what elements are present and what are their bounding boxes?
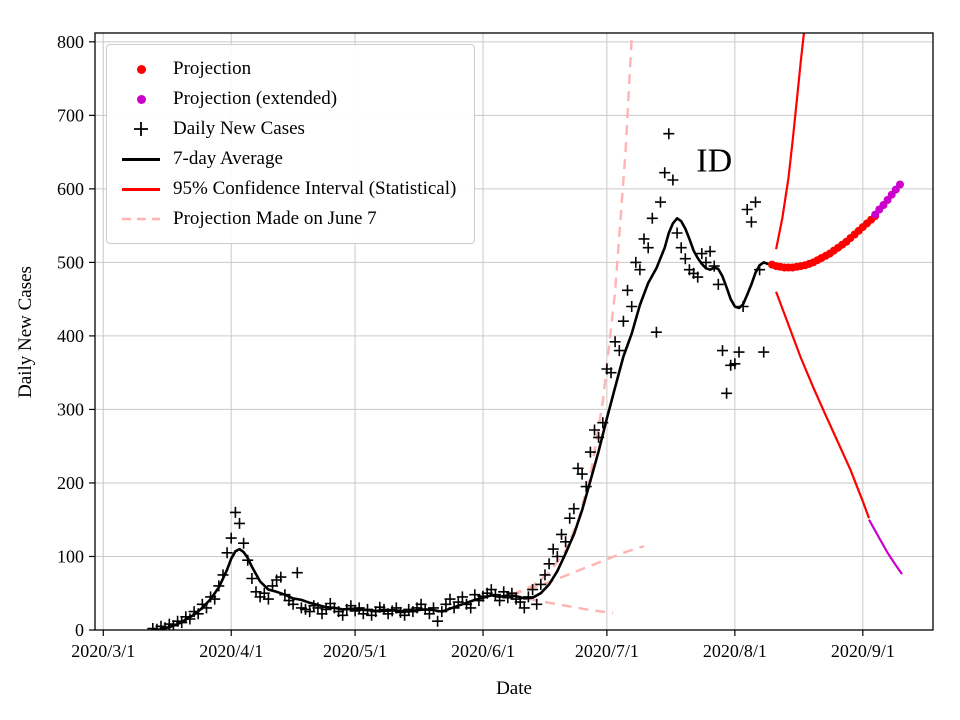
x-axis-label: Date	[496, 678, 532, 699]
y-tick-label: 600	[57, 179, 84, 199]
x-tick-label: 2020/4/1	[199, 641, 263, 661]
dot-marker-icon	[117, 94, 165, 104]
y-axis-label: Daily New Cases	[15, 266, 36, 398]
series-95-confidence-interval-lower-statistical	[775, 291, 871, 519]
line-marker-icon	[117, 157, 165, 161]
y-tick-label: 500	[57, 252, 84, 272]
series-projection-made-on-june-7-upper-band	[511, 38, 633, 596]
legend: Projection Projection (extended) Daily New…	[106, 44, 476, 244]
series-7-day-average	[160, 217, 773, 630]
legend-item: Daily New Cases	[117, 114, 456, 144]
series-projection	[768, 212, 880, 272]
legend-label: Daily New Cases	[173, 118, 305, 139]
y-tick-label: 700	[57, 105, 84, 125]
grid	[95, 33, 933, 631]
legend-item: 7-day Average	[117, 144, 456, 174]
line-marker-icon	[117, 187, 165, 191]
x-tick-label: 2020/8/1	[703, 641, 767, 661]
series-projection-extended	[871, 180, 904, 219]
x-tick-label: 2020/5/1	[323, 641, 387, 661]
legend-label: Projection Made on June 7	[173, 208, 377, 229]
x-tick-label: 2020/9/1	[831, 641, 895, 661]
series-projection-made-on-june-7-central	[511, 545, 645, 596]
series-95-confidence-interval-lower-extended	[868, 519, 903, 575]
x-tick-label: 2020/6/1	[451, 641, 515, 661]
y-tick-label: 100	[57, 546, 84, 566]
y-tick-label: 400	[57, 326, 84, 346]
legend-label: 7-day Average	[173, 148, 283, 169]
legend-item: 95% Confidence Interval (Statistical)	[117, 174, 456, 204]
dot-marker-icon	[117, 64, 165, 74]
x-tick-label: 2020/3/1	[71, 641, 135, 661]
legend-item: Projection	[117, 54, 456, 84]
legend-item: Projection (extended)	[117, 84, 456, 114]
plus-marker-icon	[117, 119, 165, 139]
y-tick-label: 200	[57, 473, 84, 493]
series-daily-new-cases	[147, 128, 770, 630]
series-layer	[147, 33, 904, 630]
axes: 2020/3/1 2020/4/1 2020/5/1 2020/6/1 2020/7/1…	[57, 32, 934, 661]
legend-label: 95% Confidence Interval (Statistical)	[173, 178, 457, 199]
legend-label: Projection	[173, 58, 252, 79]
y-tick-label: 0	[75, 620, 84, 640]
series-95-confidence-interval-upper-statistical	[775, 33, 806, 250]
x-tick-label: 2020/7/1	[575, 641, 639, 661]
legend-label: Projection (extended)	[173, 88, 338, 109]
legend-item: Projection Made on June 7	[117, 204, 456, 234]
y-tick-label: 800	[57, 32, 84, 52]
dash-marker-icon	[117, 216, 165, 222]
state-annotation: ID	[696, 142, 732, 179]
series-projection-made-on-june-7-lower-band	[511, 593, 614, 615]
y-tick-label: 300	[57, 399, 84, 419]
